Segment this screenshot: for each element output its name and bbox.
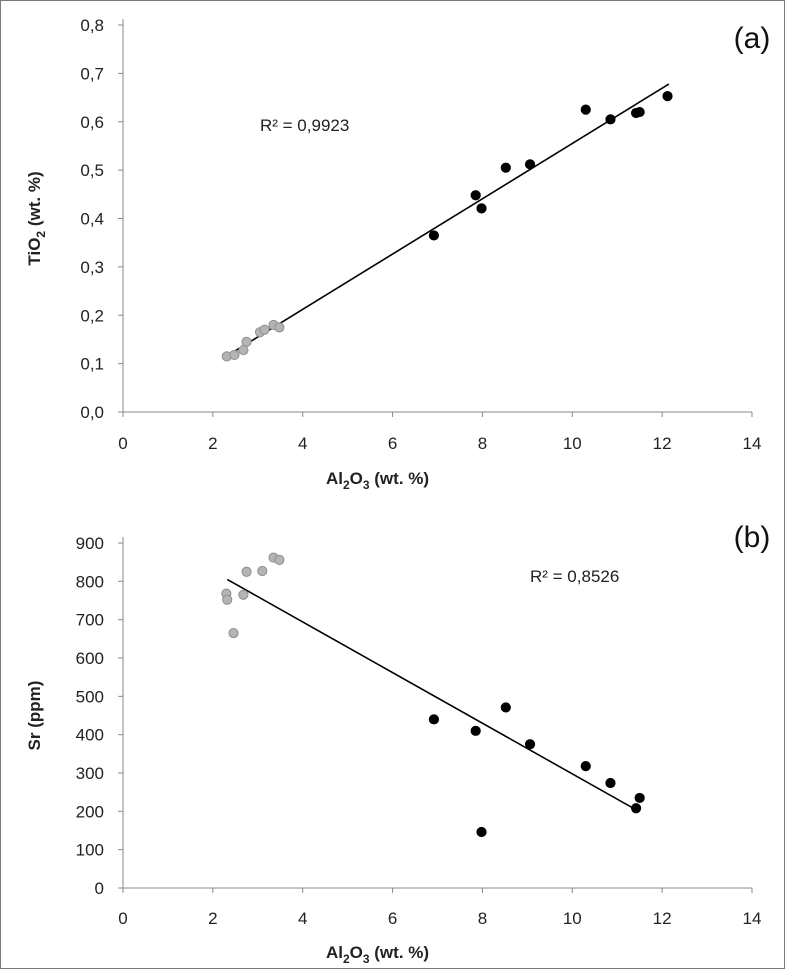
chart-panel-b: 0 100 200 300 400 500 600 700 800 900 0 2 4 6 8 10 12 14 A… xyxy=(25,521,770,966)
y-tick-label: 0,7 xyxy=(80,64,104,83)
x-tick-label: 10 xyxy=(563,434,582,453)
y-tick-label: 0 xyxy=(95,879,104,898)
x-tick-label: 2 xyxy=(208,909,217,928)
x-tick-label: 14 xyxy=(743,434,762,453)
y-tick-label: 0,4 xyxy=(80,210,104,229)
data-point-black xyxy=(428,230,440,241)
r-squared-label: R² = 0,9923 xyxy=(260,116,349,135)
y-axis-title: TiO2 (wt. %) xyxy=(25,171,48,265)
data-point-black xyxy=(580,104,591,115)
data-point-black xyxy=(580,761,591,772)
y-tick-label: 0,3 xyxy=(80,258,104,277)
y-axis-title: Sr (ppm) xyxy=(25,681,44,751)
y-tick-label: 100 xyxy=(76,841,104,860)
x-axis-title: Al2O3 (wt. %) xyxy=(326,943,429,966)
y-tick-label: 500 xyxy=(76,687,104,706)
data-point-black xyxy=(500,702,511,713)
x-tick-label: 4 xyxy=(298,909,307,928)
data-point-grey xyxy=(257,565,268,577)
y-tick-label: 300 xyxy=(76,764,104,783)
x-axis-title: Al2O3 (wt. %) xyxy=(326,469,429,492)
data-point-black xyxy=(470,725,481,736)
r-squared-label: R² = 0,8526 xyxy=(530,567,619,586)
data-point-grey xyxy=(274,554,285,565)
data-point-grey xyxy=(274,322,285,333)
data-point-black xyxy=(428,714,440,725)
data-point-grey xyxy=(228,627,239,639)
y-tick-label: 900 xyxy=(76,534,104,553)
x-tick-label: 12 xyxy=(653,434,672,453)
chart-panel-a: 0,0 0,1 0,2 0,3 0,4 0,5 0,6 0,7 0,8 0 2 4 6 8 10 12 14 Al… xyxy=(25,16,770,492)
x-tick-label: 12 xyxy=(653,909,672,928)
data-point-black xyxy=(524,159,536,170)
data-point-black xyxy=(476,826,487,838)
panel-label: (a) xyxy=(734,22,771,55)
y-tick-label: 800 xyxy=(76,572,104,591)
data-point-black xyxy=(500,162,511,173)
data-point-grey xyxy=(241,566,252,577)
x-tick-label: 8 xyxy=(478,434,487,453)
x-tick-label: 2 xyxy=(208,434,217,453)
x-tick-label: 8 xyxy=(478,909,487,928)
data-point-grey xyxy=(259,324,270,335)
data-point-black xyxy=(524,739,536,750)
y-tick-label: 400 xyxy=(76,726,104,745)
panel-label: (b) xyxy=(734,521,771,554)
x-tick-label: 6 xyxy=(388,434,397,453)
trendline xyxy=(226,578,640,813)
data-point-black xyxy=(634,792,645,804)
y-tick-label: 200 xyxy=(76,802,104,821)
data-point-black xyxy=(605,777,616,789)
data-point-grey xyxy=(229,349,240,361)
y-tick-label: 0,8 xyxy=(80,16,104,35)
y-tick-label: 600 xyxy=(76,649,104,668)
x-tick-label: 4 xyxy=(298,434,307,453)
data-point-black xyxy=(662,91,673,102)
x-tick-label: 6 xyxy=(388,909,397,928)
data-point-black xyxy=(605,114,616,125)
data-point-black xyxy=(470,190,481,201)
data-point-black xyxy=(634,106,645,118)
data-point-black xyxy=(630,803,642,814)
x-tick-label: 0 xyxy=(118,434,127,453)
data-point-black xyxy=(476,203,487,214)
trendline xyxy=(225,83,670,358)
y-tick-label: 0,5 xyxy=(80,161,104,180)
data-point-grey xyxy=(238,589,249,600)
y-tick-label: 0,0 xyxy=(80,403,104,422)
y-tick-label: 0,6 xyxy=(80,113,104,132)
x-tick-label: 10 xyxy=(563,909,582,928)
y-tick-label: 0,1 xyxy=(80,355,104,374)
x-tick-label: 14 xyxy=(743,909,762,928)
y-tick-label: 0,2 xyxy=(80,306,104,325)
x-tick-label: 0 xyxy=(118,909,127,928)
y-tick-label: 700 xyxy=(76,611,104,630)
data-point-grey xyxy=(241,336,252,347)
data-point-grey xyxy=(222,594,233,605)
